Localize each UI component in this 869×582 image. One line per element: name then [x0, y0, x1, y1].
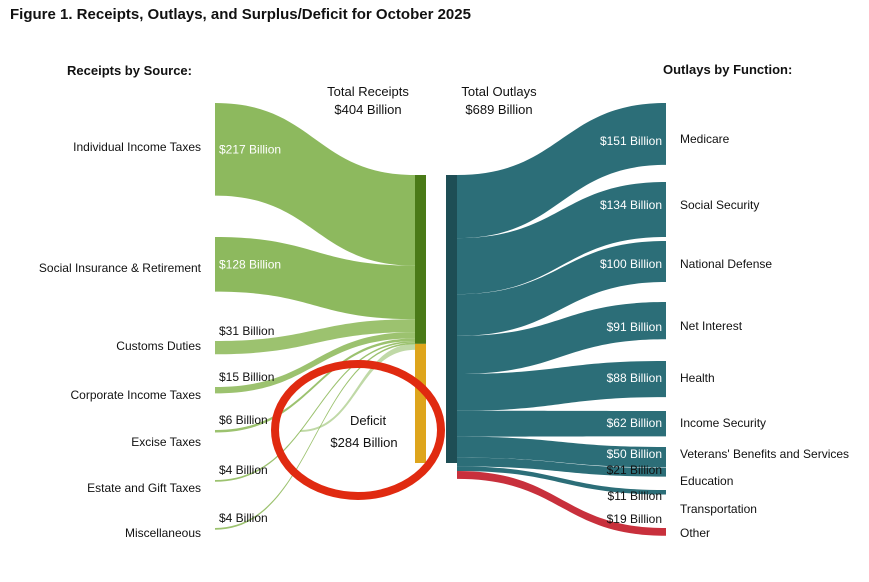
- deficit-bar: [415, 343, 426, 463]
- outlay-flow-income-security: [457, 410, 666, 437]
- outlay-label-veterans-benefits-and-services: Veterans' Benefits and Services: [680, 447, 849, 461]
- receipt-label-corporate-income-taxes: Corporate Income Taxes: [70, 388, 201, 402]
- outlay-label-other: Other: [680, 526, 710, 540]
- outlay-flow-net-interest: [457, 302, 666, 374]
- deficit-highlight-circle: [271, 360, 445, 500]
- receipt-value-social-insurance-retirement: $128 Billion: [219, 257, 281, 271]
- outlay-flow-national-defense: [457, 241, 666, 336]
- total-receipts-bar: [415, 175, 426, 344]
- outlay-flow-social-security: [457, 182, 666, 295]
- receipt-value-individual-income-taxes: $217 Billion: [219, 142, 281, 156]
- outlay-value-social-security: $134 Billion: [600, 198, 662, 212]
- outlay-label-social-security: Social Security: [680, 198, 759, 212]
- receipt-value-estate-and-gift-taxes: $4 Billion: [219, 463, 268, 477]
- deficit-flow: [300, 343, 415, 432]
- outlay-value-net-interest: $91 Billion: [607, 320, 662, 334]
- receipts-by-source-header: Receipts by Source:: [67, 63, 192, 78]
- outlay-value-education: $21 Billion: [607, 463, 662, 477]
- receipt-flow-customs-duties: [215, 319, 415, 355]
- receipt-flow-excise-taxes: [215, 338, 415, 433]
- outlay-value-other: $19 Billion: [607, 512, 662, 526]
- outlay-value-national-defense: $100 Billion: [600, 257, 662, 271]
- deficit-value: $284 Billion: [330, 435, 397, 450]
- receipt-flow-estate-and-gift-taxes: [215, 340, 415, 482]
- outlay-label-education: Education: [680, 474, 733, 488]
- outlay-label-income-security: Income Security: [680, 416, 766, 430]
- outlay-label-national-defense: National Defense: [680, 257, 772, 271]
- total-outlays-bar: [446, 175, 457, 463]
- flows-layer: [215, 103, 666, 536]
- outlay-label-net-interest: Net Interest: [680, 319, 743, 333]
- outlay-flow-health: [457, 361, 666, 411]
- receipt-value-corporate-income-taxes: $15 Billion: [219, 370, 274, 384]
- figure-title: Figure 1. Receipts, Outlays, and Surplus…: [10, 6, 471, 23]
- deficit-label: Deficit: [350, 413, 387, 428]
- outlay-label-health: Health: [680, 371, 715, 385]
- total-receipts-label: Total Receipts: [327, 84, 409, 99]
- receipt-flow-miscellaneous: [215, 342, 415, 530]
- receipt-value-customs-duties: $31 Billion: [219, 324, 274, 338]
- total-outlays-value: $689 Billion: [465, 102, 532, 117]
- receipt-flow-individual-income-taxes: [215, 103, 415, 266]
- outlay-flow-veterans-benefits-and-services: [457, 436, 666, 468]
- receipt-label-miscellaneous: Miscellaneous: [125, 526, 201, 540]
- receipt-label-individual-income-taxes: Individual Income Taxes: [73, 140, 201, 154]
- total-outlays-label: Total Outlays: [461, 84, 537, 99]
- outlay-flow-other: [457, 470, 666, 536]
- outlay-value-income-security: $62 Billion: [607, 416, 662, 430]
- outlay-value-health: $88 Billion: [607, 371, 662, 385]
- receipt-flow-social-insurance-retirement: [215, 237, 415, 320]
- receipt-value-miscellaneous: $4 Billion: [219, 511, 268, 525]
- outlay-label-medicare: Medicare: [680, 132, 730, 146]
- outlays-by-function-header: Outlays by Function:: [663, 62, 792, 77]
- outlay-value-transportation: $11 Billion: [608, 489, 662, 503]
- outlay-flow-education: [457, 457, 666, 477]
- bars-layer: [415, 175, 457, 463]
- labels-layer: Receipts by Source: Outlays by Function:…: [39, 62, 849, 540]
- outlay-flow-transportation: [457, 466, 666, 495]
- outlay-value-veterans-benefits-and-services: $50 Billion: [607, 447, 662, 461]
- receipt-value-excise-taxes: $6 Billion: [219, 413, 268, 427]
- outlay-value-medicare: $151 Billion: [600, 134, 662, 148]
- total-receipts-value: $404 Billion: [334, 102, 401, 117]
- receipt-flow-corporate-income-taxes: [215, 332, 415, 394]
- outlay-flow-medicare: [457, 103, 666, 239]
- receipt-label-customs-duties: Customs Duties: [116, 339, 201, 353]
- receipt-label-excise-taxes: Excise Taxes: [131, 435, 201, 449]
- receipt-label-estate-and-gift-taxes: Estate and Gift Taxes: [87, 481, 201, 495]
- outlay-label-transportation: Transportation: [680, 502, 757, 516]
- receipt-label-social-insurance-retirement: Social Insurance & Retirement: [39, 261, 202, 275]
